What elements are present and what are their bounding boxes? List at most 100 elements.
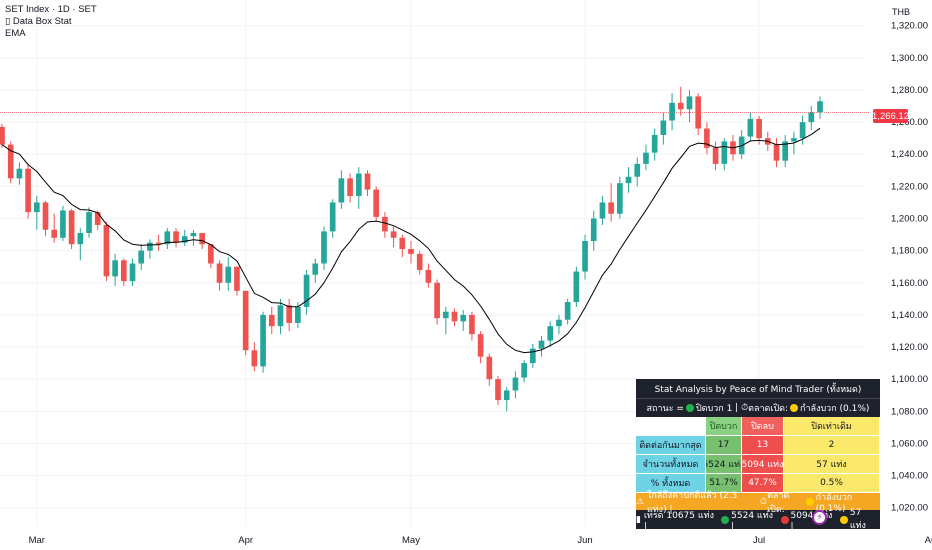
candle (538, 335, 545, 357)
candle-body (68, 210, 75, 245)
candle (669, 93, 675, 131)
candle (686, 89, 693, 123)
candle (477, 330, 484, 364)
candle (0, 123, 5, 148)
candle-body (147, 242, 153, 251)
bar-chart-icon: ▮ (636, 514, 644, 525)
candle (625, 167, 632, 193)
candle (530, 343, 536, 368)
yellow-dot-icon (806, 497, 814, 506)
candle (121, 258, 127, 286)
indicator-data-box-stat[interactable]: ▯ Data Box Stat (5, 16, 72, 27)
y-tick-label: 1,200.00 (891, 214, 928, 225)
candle-body (355, 173, 362, 197)
candle (347, 173, 353, 203)
candle-body (756, 118, 762, 139)
candle (225, 257, 232, 291)
candle (564, 298, 571, 325)
candle-body (617, 183, 623, 214)
candle (556, 314, 562, 335)
x-tick-label: Aug (925, 535, 932, 546)
header-close-flat: ปิดเท่าเดิม (784, 417, 880, 436)
candle-body (225, 266, 232, 283)
candle-body (286, 305, 292, 323)
candle (33, 196, 40, 230)
candle-body (530, 348, 536, 364)
symbol-title[interactable]: SET Index · 1D · SET (5, 4, 97, 15)
row-neu: 0.5% (784, 474, 880, 493)
candle-body (425, 269, 432, 283)
yellow-dot-icon (839, 515, 848, 524)
y-tick-label: 1,320.00 (891, 21, 928, 32)
warning-icon: ⚠ (636, 496, 647, 507)
candle (103, 221, 110, 282)
candle-body (634, 163, 641, 177)
candle (547, 321, 554, 348)
candle (242, 290, 249, 356)
candle (469, 311, 475, 341)
x-tick-label: Apr (238, 535, 253, 546)
candle-body (573, 271, 580, 303)
stopwatch-icon: ⏱ (757, 496, 768, 507)
candle (599, 196, 606, 225)
lightning-icon[interactable]: ⚡ (812, 510, 827, 525)
candle-body (155, 242, 162, 245)
candle-body (16, 168, 23, 179)
candle-body (251, 350, 258, 367)
y-tick-label: 1,300.00 (891, 53, 928, 64)
candle-body (60, 210, 66, 238)
candle (208, 244, 214, 269)
indicator-ema[interactable]: EMA (5, 28, 26, 39)
y-tick-label: 1,180.00 (891, 246, 928, 257)
candle (68, 208, 75, 250)
candle (303, 269, 310, 315)
candle-body (138, 250, 145, 264)
candle-body (669, 102, 675, 121)
stat-row: % ทั้งหมด 51.7% 47.7% 0.5% (636, 474, 880, 493)
candle (164, 228, 171, 250)
candle (634, 157, 641, 187)
candle (216, 260, 223, 291)
candle-body (129, 263, 136, 282)
row-pos: 5524 แท่ง (706, 455, 742, 474)
candle-body (625, 176, 632, 184)
candle (373, 186, 380, 222)
candle (799, 115, 806, 145)
candle-body (651, 134, 658, 153)
candle-body (442, 311, 449, 319)
candle-body (51, 229, 58, 238)
candle (643, 144, 649, 171)
candle (155, 234, 162, 251)
candle-body (121, 260, 127, 282)
candle-body (208, 244, 214, 264)
candle (651, 128, 658, 161)
x-axis: MarAprMayJunJulAugSep (29, 535, 932, 546)
candle (425, 263, 432, 288)
candle (408, 241, 414, 264)
candle-body (164, 231, 171, 245)
candle-body (390, 231, 397, 238)
candle-body (86, 212, 92, 233)
candle-body (7, 144, 14, 179)
candle (486, 353, 493, 386)
candle-body (0, 126, 5, 145)
row-neu: 57 แท่ง (784, 455, 880, 474)
x-tick-label: Mar (29, 535, 45, 546)
candle-body (608, 202, 614, 214)
header-close-down: ปิดลบ (742, 417, 784, 436)
candle (42, 200, 49, 237)
x-tick-label: Jun (577, 535, 592, 546)
candle (94, 210, 101, 230)
y-tick-label: 1,160.00 (891, 278, 928, 289)
y-tick-label: 1,260.00 (891, 117, 928, 128)
candle (573, 266, 580, 307)
grid-lines (0, 0, 866, 527)
candle (590, 210, 597, 251)
candle-body (582, 241, 588, 272)
candle-body (416, 253, 423, 270)
candle-body (791, 138, 797, 142)
row-label: จำนวนทั้งหมด (636, 455, 706, 474)
candle-body (808, 112, 815, 123)
y-tick-label: 1,080.00 (891, 406, 928, 417)
